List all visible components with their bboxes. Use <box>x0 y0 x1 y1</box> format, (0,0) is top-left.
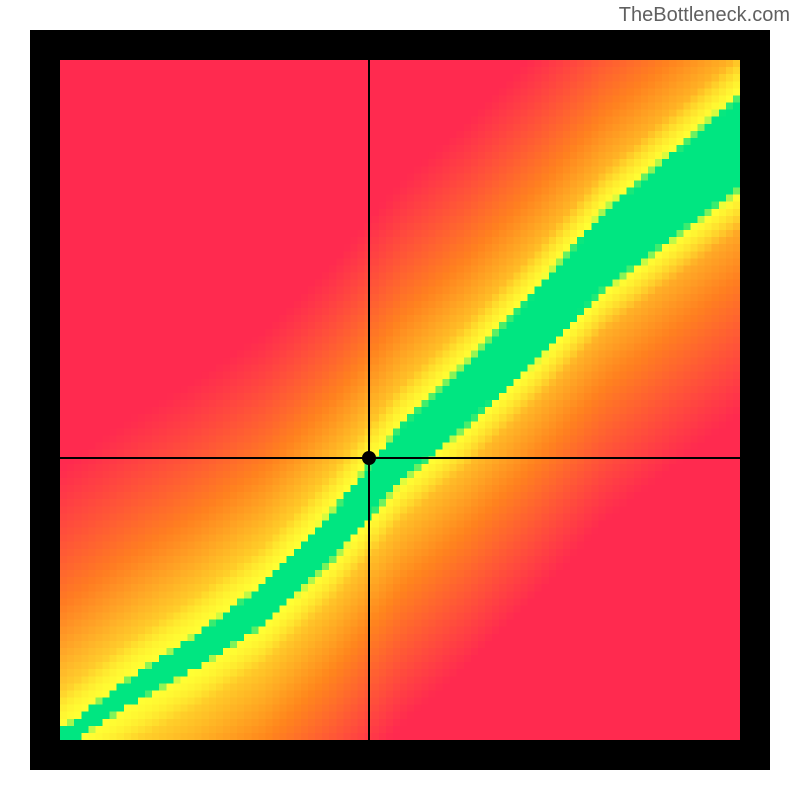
crosshair-vertical <box>368 60 370 740</box>
heatmap-canvas <box>60 60 740 740</box>
crosshair-horizontal <box>60 457 740 459</box>
plot-frame <box>30 30 770 770</box>
watermark-text: TheBottleneck.com <box>619 4 790 27</box>
crosshair-marker <box>362 451 376 465</box>
